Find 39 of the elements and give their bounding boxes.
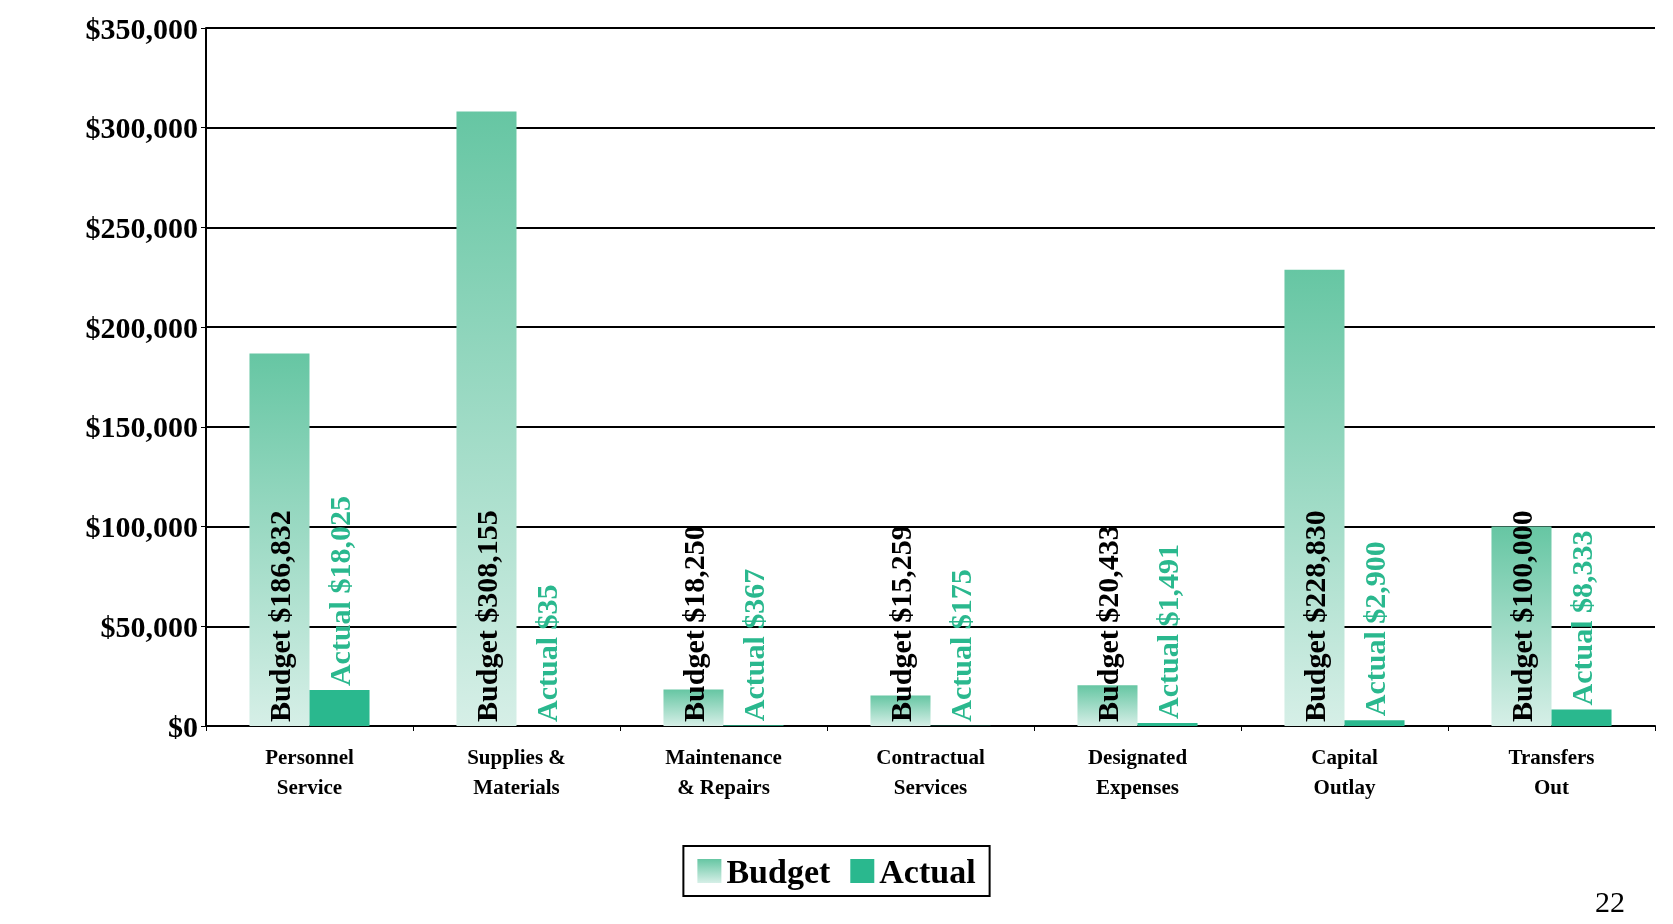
data-label: Budget $18,250 bbox=[676, 525, 710, 722]
data-label: Actual $8,333 bbox=[1565, 530, 1599, 706]
y-tick-label: $100,000 bbox=[85, 510, 198, 544]
bar bbox=[1344, 720, 1405, 726]
data-label: Budget $186,832 bbox=[262, 510, 296, 722]
x-tick-label: Transfers Out bbox=[1508, 745, 1595, 799]
x-tick-label: Personnel Service bbox=[265, 745, 354, 799]
y-tick-label: $50,000 bbox=[100, 609, 198, 643]
data-label: Actual $367 bbox=[737, 568, 771, 722]
bar bbox=[249, 353, 310, 726]
legend-label: Actual bbox=[879, 852, 976, 890]
bar bbox=[1284, 269, 1345, 726]
data-label: Budget $228,830 bbox=[1297, 510, 1331, 722]
data-label: Actual $2,900 bbox=[1358, 541, 1392, 717]
y-tick-label: $250,000 bbox=[85, 210, 198, 244]
data-label: Actual $35 bbox=[530, 584, 564, 722]
legend-label: Budget bbox=[726, 852, 831, 890]
x-tick-label: Designated Expenses bbox=[1087, 745, 1188, 799]
text: 22 bbox=[1595, 884, 1625, 918]
x-tick-label: Maintenance & Repairs bbox=[665, 745, 782, 799]
y-tick-label: $350,000 bbox=[85, 11, 198, 45]
y-tick-label: $300,000 bbox=[85, 111, 198, 145]
y-tick-label: $0 bbox=[168, 709, 198, 743]
data-label: Budget $308,155 bbox=[469, 510, 503, 722]
data-label: Actual $18,025 bbox=[323, 496, 357, 687]
data-label: Budget $20,433 bbox=[1090, 525, 1124, 722]
data-label: Actual $1,491 bbox=[1151, 544, 1185, 720]
bar bbox=[309, 690, 370, 726]
bar bbox=[456, 111, 517, 726]
y-tick-label: $200,000 bbox=[85, 310, 198, 344]
data-label: Budget $100,000 bbox=[1504, 510, 1538, 722]
x-tick-label: Contractual Services bbox=[876, 745, 985, 799]
bar bbox=[1551, 709, 1612, 726]
data-label: Actual $175 bbox=[944, 569, 978, 722]
x-tick-label: Supplies & Materials bbox=[467, 745, 566, 799]
data-label: Budget $15,259 bbox=[883, 525, 917, 722]
y-tick-label: $150,000 bbox=[85, 410, 198, 444]
bar bbox=[1137, 723, 1198, 726]
x-tick-label: Capital Outlay bbox=[1311, 745, 1378, 799]
